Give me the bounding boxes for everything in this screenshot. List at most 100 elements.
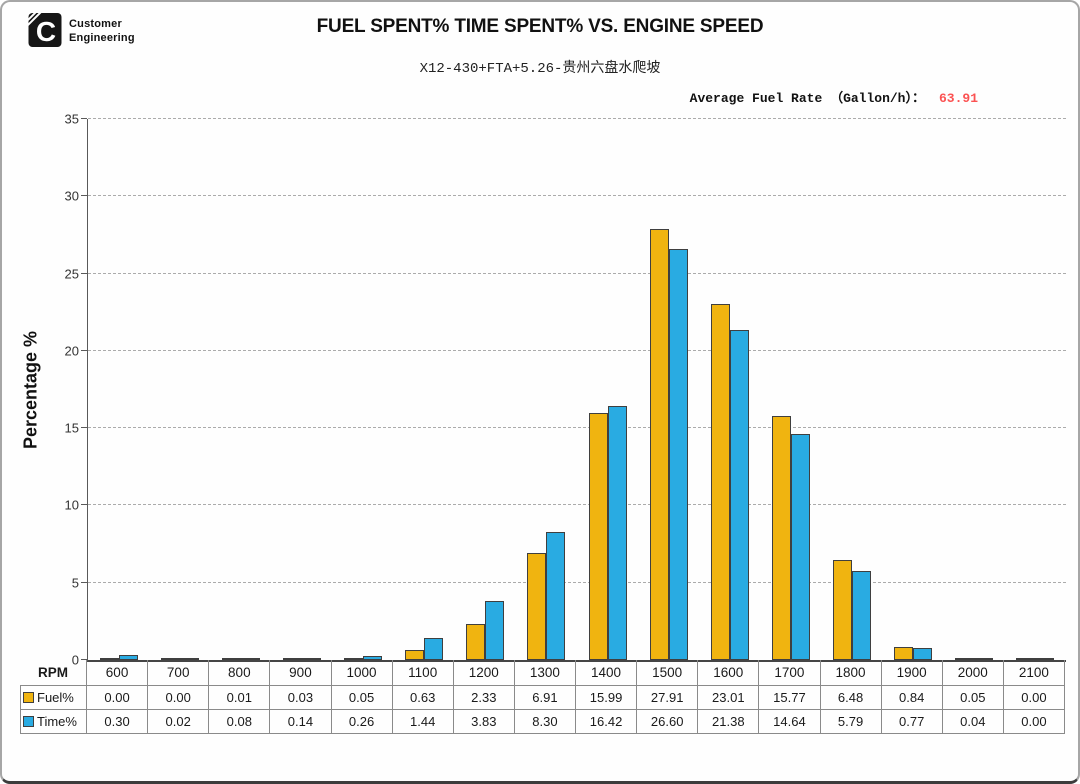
time-bar-1700 bbox=[790, 433, 810, 660]
gridline-15 bbox=[88, 427, 1066, 429]
fuel-cell-1900: 0.84 bbox=[881, 686, 943, 710]
rpm-header-700: 700 bbox=[148, 660, 210, 686]
rpm-header-1500: 1500 bbox=[637, 660, 699, 686]
y-tick-label-5: 5 bbox=[71, 575, 79, 591]
gridline-20 bbox=[88, 349, 1066, 351]
fuel-bar-1700 bbox=[771, 416, 791, 660]
time-cell-1800: 5.79 bbox=[820, 710, 882, 734]
fuel-bar-800 bbox=[221, 658, 241, 660]
y-tick-label-30: 30 bbox=[64, 188, 79, 204]
y-tick-mark-15 bbox=[80, 427, 87, 429]
gridline-30 bbox=[88, 195, 1066, 197]
rpm-header-1700: 1700 bbox=[759, 660, 821, 686]
fuel-bar-700 bbox=[160, 658, 180, 660]
table-corner-rpm: RPM bbox=[20, 660, 87, 686]
time-cell-1200: 3.83 bbox=[453, 710, 515, 734]
time-bar-800 bbox=[240, 658, 260, 660]
fuel-bar-1200 bbox=[466, 624, 486, 660]
svg-text:C: C bbox=[36, 16, 56, 47]
time-bar-1800 bbox=[852, 570, 872, 660]
y-tick-mark-35 bbox=[80, 118, 87, 119]
bar-group-1400 bbox=[577, 119, 638, 660]
fuel-bar-2100 bbox=[1016, 658, 1036, 660]
fuel-bar-1600 bbox=[710, 304, 730, 660]
rpm-header-600: 600 bbox=[87, 660, 149, 686]
gridline-25 bbox=[88, 272, 1066, 274]
time-bar-1400 bbox=[607, 406, 627, 660]
rpm-header-1000: 1000 bbox=[331, 660, 393, 686]
fuel-cell-600: 0.00 bbox=[87, 686, 149, 710]
fuel-cell-1200: 2.33 bbox=[453, 686, 515, 710]
fuel-bar-1400 bbox=[588, 412, 608, 660]
time-cell-1900: 0.77 bbox=[881, 710, 943, 734]
bar-group-1200 bbox=[455, 119, 516, 660]
time-cell-1700: 14.64 bbox=[759, 710, 821, 734]
time-cell-1600: 21.38 bbox=[698, 710, 760, 734]
fuel-bar-1500 bbox=[649, 228, 669, 660]
rpm-header-2100: 2100 bbox=[1003, 660, 1065, 686]
time-cell-1400: 16.42 bbox=[576, 710, 638, 734]
avg-fuel-rate-value: 63.91 bbox=[938, 91, 978, 106]
time-cell-1500: 26.60 bbox=[637, 710, 699, 734]
fuel-legend-key-icon bbox=[23, 692, 34, 703]
bar-group-1100 bbox=[394, 119, 455, 660]
y-tick-label-20: 20 bbox=[64, 343, 79, 359]
y-tick-mark-0 bbox=[80, 659, 87, 660]
data-table: RPM 600 700 800 900 1000 1100 1200 1300 1400 1500 1… bbox=[20, 660, 1065, 734]
chart-title: FUEL SPENT% TIME SPENT% VS. ENGINE SPEED bbox=[316, 16, 764, 37]
time-cell-700: 0.02 bbox=[148, 710, 210, 734]
time-cell-1300: 8.30 bbox=[514, 710, 576, 734]
time-bar-900 bbox=[301, 657, 321, 660]
fuel-bar-2000 bbox=[955, 658, 975, 660]
time-cell-1100: 1.44 bbox=[392, 710, 454, 734]
rpm-header-1100: 1100 bbox=[392, 660, 454, 686]
rpm-header-1400: 1400 bbox=[576, 660, 638, 686]
fuel-bar-1100 bbox=[405, 650, 425, 660]
time-cell-1000: 0.26 bbox=[331, 710, 393, 734]
gridline-35 bbox=[88, 118, 1066, 119]
bar-group-1800 bbox=[822, 119, 883, 660]
bar-group-800 bbox=[210, 119, 271, 660]
chart-subtitle: X12-430+FTA+5.26-贵州六盘水爬坡 bbox=[419, 61, 661, 77]
bar-group-600 bbox=[88, 119, 149, 660]
fuel-cell-1300: 6.91 bbox=[514, 686, 576, 710]
fuel-cell-900: 0.03 bbox=[270, 686, 332, 710]
rpm-header-1800: 1800 bbox=[820, 660, 882, 686]
bar-group-1000 bbox=[333, 119, 394, 660]
time-bar-600 bbox=[118, 655, 138, 660]
legend-cell-time: Time% bbox=[20, 710, 87, 734]
bar-group-1300 bbox=[516, 119, 577, 660]
y-tick-label-15: 15 bbox=[64, 420, 79, 436]
avg-fuel-rate-label: Average Fuel Rate （Gallon/h）： bbox=[689, 91, 925, 106]
fuel-bar-1800 bbox=[833, 559, 853, 660]
bar-group-1700 bbox=[760, 119, 821, 660]
bar-group-1500 bbox=[638, 119, 699, 660]
y-tick-mark-30 bbox=[80, 195, 87, 197]
bar-group-2000 bbox=[944, 119, 1005, 660]
bar-group-700 bbox=[149, 119, 210, 660]
fuel-cell-1400: 15.99 bbox=[576, 686, 638, 710]
fuel-cell-1000: 0.05 bbox=[331, 686, 393, 710]
plot-area: 0 5 10 15 20 25 30 35 bbox=[65, 112, 1066, 668]
time-cell-800: 0.08 bbox=[209, 710, 271, 734]
time-legend-key-icon bbox=[23, 716, 34, 727]
time-bar-700 bbox=[179, 658, 199, 660]
logo-text-line1: Customer bbox=[69, 18, 122, 30]
bars-layer bbox=[88, 119, 1066, 660]
fuel-bar-900 bbox=[282, 658, 302, 660]
time-cell-600: 0.30 bbox=[87, 710, 149, 734]
rpm-header-800: 800 bbox=[209, 660, 271, 686]
legend-cell-fuel: Fuel% bbox=[20, 686, 87, 710]
rpm-header-1900: 1900 bbox=[881, 660, 943, 686]
time-bar-1000 bbox=[363, 655, 383, 660]
gridline-5 bbox=[88, 581, 1066, 583]
gridline-10 bbox=[88, 504, 1066, 506]
y-axis-title: Percentage % bbox=[20, 330, 41, 449]
avg-fuel-rate: Average Fuel Rate （Gallon/h）： 63.91 bbox=[690, 87, 978, 106]
bar-group-1600 bbox=[699, 119, 760, 660]
fuel-bar-1300 bbox=[527, 553, 547, 660]
time-bar-2000 bbox=[974, 658, 994, 660]
time-cell-2000: 0.04 bbox=[942, 710, 1004, 734]
logo-text-line2: Engineering bbox=[69, 32, 135, 45]
